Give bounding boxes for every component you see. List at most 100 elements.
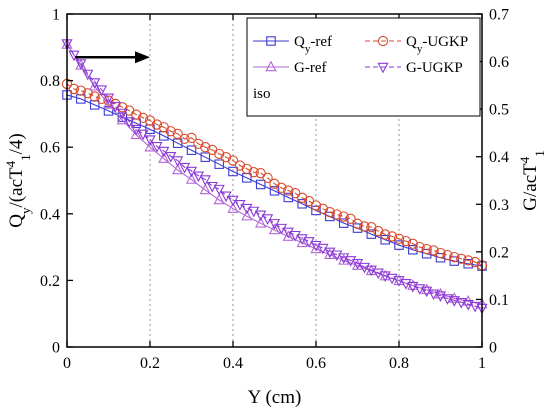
x-tick-label-1: 0.2 [140, 355, 160, 372]
series-2-point-27 [434, 287, 447, 299]
y-left-tick-label-4: 0.8 [40, 73, 60, 90]
series-0-point-21 [352, 223, 363, 233]
series-0-point-18 [311, 205, 321, 216]
series-2-point-15 [268, 223, 281, 235]
series-1-point-42 [352, 218, 363, 229]
series-2-point-4 [116, 113, 128, 125]
series-0-point-23 [380, 235, 390, 245]
legend-label-2: G-ref [294, 60, 326, 76]
series-3-point-34 [296, 234, 308, 245]
y-left-tick-label-0: 0 [52, 340, 60, 357]
y-right-tick-label-0: 0 [489, 340, 497, 357]
legend-marker-2 [265, 60, 277, 72]
series-1-point-3 [82, 88, 93, 99]
series-1-point-19 [193, 138, 204, 150]
series-1-point-25 [234, 160, 246, 171]
series-1-point-33 [290, 188, 301, 199]
x-tick-label-5: 1 [478, 355, 486, 372]
series-1-point-4 [89, 91, 100, 102]
series-1-point-58 [463, 255, 474, 266]
series-3-point-40 [338, 253, 350, 264]
series-2-point-11 [213, 193, 225, 205]
y-left-title-main: Q [6, 214, 27, 228]
legend-label-3: G-UGKP [406, 60, 463, 76]
series-1-point-37 [317, 203, 329, 214]
x-axis-title: Y (cm) [248, 387, 302, 408]
series-0-point-22 [366, 229, 377, 239]
series-3-point-20 [199, 175, 211, 186]
series-1-point-28 [255, 168, 266, 179]
series-1-point-49 [400, 235, 412, 247]
series-3-point-51 [414, 284, 426, 295]
series-2-point-12 [227, 202, 239, 213]
series-0-point-29 [463, 258, 473, 269]
series-0-point-10 [200, 152, 211, 162]
series-0-point-17 [297, 199, 307, 209]
annotation-iso: iso [253, 86, 271, 102]
y-left-axis-title: Qy/(acT41/4) [3, 133, 33, 227]
series-3-point-5 [95, 85, 108, 97]
series-line-0 [66, 94, 483, 267]
series-1-point-32 [283, 185, 294, 196]
series-2-point-5 [130, 128, 142, 140]
series-3-point-41 [344, 256, 357, 267]
x-tick-label-3: 0.6 [306, 355, 326, 372]
series-0-point-25 [408, 245, 418, 255]
series-2-point-16 [282, 230, 294, 241]
series-1-point-23 [220, 152, 232, 163]
series-1-point-51 [414, 241, 425, 253]
series-1-point-46 [380, 229, 391, 240]
series-1-point-50 [407, 238, 418, 249]
series-2-point-19 [324, 248, 336, 259]
series-3 [61, 39, 488, 315]
series-0-point-28 [449, 256, 460, 266]
legend-marker-1 [377, 35, 389, 47]
series-2-point-7 [158, 152, 170, 163]
series-1-point-40 [338, 211, 349, 222]
y-right-title-sub: 1 [532, 150, 547, 157]
legend-marker-3 [377, 62, 389, 74]
y-right-title-sup: 4 [517, 156, 532, 163]
series-0-point-12 [228, 166, 238, 177]
series-3-point-22 [213, 184, 225, 196]
series-3-point-26 [241, 203, 253, 215]
series-3-point-49 [400, 279, 412, 290]
series-1-point-18 [186, 132, 197, 144]
series-1-point-41 [345, 213, 356, 224]
series-3-point-39 [331, 250, 343, 262]
series-2-point-28 [448, 292, 460, 303]
series-2-point-9 [185, 173, 198, 184]
series-3-point-48 [393, 276, 405, 287]
series-1-point-15 [165, 126, 176, 137]
y-left-title-sub: y [18, 207, 33, 214]
y-right-axis-title: G/acT41 [517, 150, 547, 210]
series-1-point-11 [137, 112, 149, 124]
series-1-point-39 [331, 209, 342, 220]
series-3-point-8 [116, 108, 128, 120]
legend: Qy-ref Qy-UGKP G-ref G-UGKP [246, 17, 481, 117]
series-1-point-56 [449, 251, 460, 263]
series-3-point-55 [441, 294, 454, 305]
y-left-tick-label-3: 0.6 [40, 140, 60, 157]
y-right-tick-label-4: 0.4 [489, 149, 509, 166]
series-1-point-13 [151, 119, 163, 130]
y-left-title-rest2: /4) [6, 133, 27, 154]
series-1-point-2 [75, 85, 86, 96]
legend-marker-0 [266, 36, 276, 46]
series-1-point-53 [428, 245, 439, 256]
series-1-point-36 [310, 200, 322, 211]
series-1-point-54 [435, 247, 446, 259]
y-right-tick-label-1: 0.1 [489, 292, 509, 309]
series-3-point-38 [324, 247, 336, 259]
series-1-point-52 [421, 243, 432, 255]
series-3-point-3 [82, 69, 94, 81]
series-2-point-10 [199, 183, 211, 195]
y-right-tick-label-3: 0.3 [489, 197, 509, 214]
series-1-point-20 [200, 142, 211, 153]
series-3-point-16 [172, 156, 184, 167]
series-3-point-44 [365, 265, 377, 277]
y-right-title-main: G/acT [520, 163, 541, 211]
series-1-point-55 [442, 249, 453, 261]
series-line-1 [66, 83, 483, 266]
series-2-point-8 [172, 163, 184, 175]
